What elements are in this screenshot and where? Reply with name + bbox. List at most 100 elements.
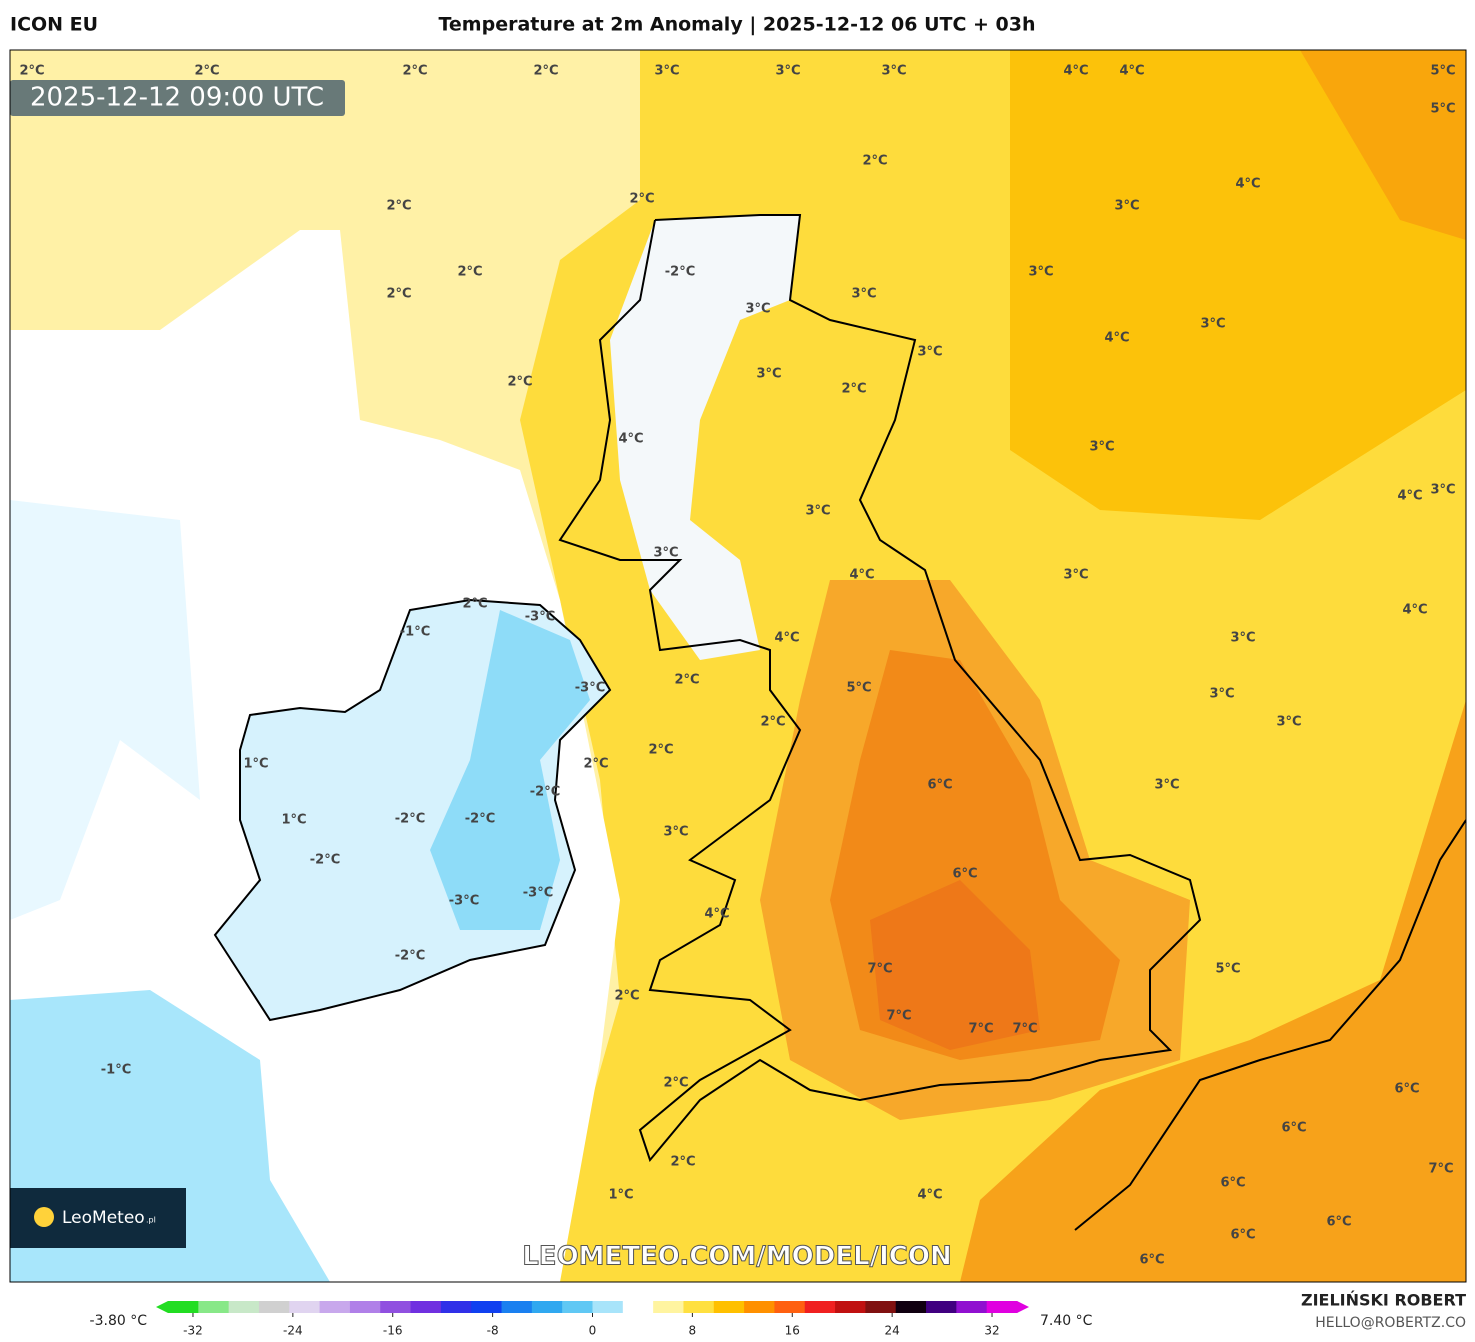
colorbar-swatch: [744, 1301, 775, 1313]
contour-label: 2°C: [648, 743, 673, 758]
valid-time: 2025-12-12 09:00 UTC: [30, 83, 324, 113]
contour-label: 7°C: [867, 962, 892, 977]
britain-core: [870, 880, 1040, 1050]
contour-label: 4°C: [704, 907, 729, 922]
contour-label: 2°C: [19, 64, 44, 79]
colorbar-swatch: [592, 1301, 624, 1313]
contour-label: 5°C: [846, 681, 871, 696]
scotland-white: [610, 215, 800, 660]
colorbar-tick-label: -32: [183, 1324, 203, 1338]
colorbar-swatch: [258, 1301, 290, 1313]
colorbar-arrow-low: [156, 1301, 168, 1313]
contour-label: 6°C: [952, 867, 977, 882]
contour-label: 3°C: [1154, 778, 1179, 793]
colorbar-swatch: [501, 1301, 533, 1313]
colorbar-swatch: [440, 1301, 472, 1313]
colorbar-tick-label: 0: [589, 1324, 597, 1338]
contour-label: 3°C: [1063, 568, 1088, 583]
colorbar: -32 -24 -16 -8 0 8 16 24 32: [156, 1301, 1029, 1338]
contour-label: 2°C: [862, 154, 887, 169]
contour-label: 2°C: [670, 1155, 695, 1170]
contour-label: 4°C: [774, 631, 799, 646]
author: ZIELIŃSKI ROBERT: [1301, 1291, 1466, 1310]
colorbar-swatch: [926, 1301, 957, 1313]
contour-label: 7°C: [968, 1022, 993, 1037]
contour-label: 6°C: [1220, 1176, 1245, 1191]
colorbar-swatch: [410, 1301, 442, 1313]
map: 2°C 2°C 2°C 2°C 3°C 3°C 3°C 4°C 4°C 5°C 5°C 2°C 4°C 2…: [10, 50, 1466, 1282]
contour-label: 3°C: [881, 64, 906, 79]
contour-label: 3°C: [1114, 199, 1139, 214]
colorbar-swatch: [895, 1301, 927, 1313]
contour-label: 2°C: [629, 192, 654, 207]
colorbar-swatch: [198, 1301, 230, 1313]
colorbar-swatch: [622, 1301, 654, 1313]
contour-label: 4°C: [1119, 64, 1144, 79]
contour-label: 7°C: [1428, 1162, 1453, 1177]
colorbar-swatch: [319, 1301, 351, 1313]
contour-label: 3°C: [1028, 265, 1053, 280]
colorbar-swatch: [653, 1301, 684, 1313]
contour-label: -3°C: [575, 681, 605, 696]
contour-label: 2°C: [507, 375, 532, 390]
contour-label: 1°C: [281, 813, 306, 828]
contour-label: 4°C: [849, 568, 874, 583]
contour-label: 6°C: [927, 778, 952, 793]
contour-label: 3°C: [756, 367, 781, 382]
contour-label: 2°C: [386, 287, 411, 302]
model-name: ICON EU: [10, 14, 98, 36]
contour-label: 4°C: [1397, 489, 1422, 504]
contour-label: 2°C: [760, 715, 785, 730]
contour-label: 3°C: [745, 302, 770, 317]
contour-label: -2°C: [665, 265, 695, 280]
colorbar-swatch: [380, 1301, 412, 1313]
contour-label: 3°C: [1276, 715, 1301, 730]
contour-label: -2°C: [395, 812, 425, 827]
colorbar-swatch: [168, 1301, 199, 1313]
light-blue-zone: [10, 500, 200, 920]
contour-label: 6°C: [1139, 1253, 1164, 1268]
colorbar-swatch: [956, 1301, 988, 1313]
contour-label: 3°C: [775, 64, 800, 79]
contour-label: 3°C: [1200, 317, 1225, 332]
contour-label: 4°C: [1063, 64, 1088, 79]
contour-label: 3°C: [653, 546, 678, 561]
colorbar-swatch: [289, 1301, 321, 1313]
colorbar-tick-label: 8: [689, 1324, 697, 1338]
contour-label: 4°C: [1402, 603, 1427, 618]
colorbar-tick-label: -8: [487, 1324, 499, 1338]
colorbar-swatch: [986, 1301, 1018, 1313]
contour-label: 5°C: [1430, 102, 1455, 117]
contour-label: 2°C: [583, 757, 608, 772]
contour-label: 2°C: [386, 199, 411, 214]
colorbar-tick-label: 16: [785, 1324, 800, 1338]
contour-label: 3°C: [851, 287, 876, 302]
colorbar-tick-label: -16: [383, 1324, 403, 1338]
contour-label: 4°C: [917, 1188, 942, 1203]
contour-label: 3°C: [917, 345, 942, 360]
contour-label: 4°C: [1235, 177, 1260, 192]
contour-label: 2°C: [457, 265, 482, 280]
map-frame: [9, 49, 1467, 1283]
colorbar-swatch: [471, 1301, 503, 1313]
contour-label: 2°C: [614, 989, 639, 1004]
contour-label: 3°C: [1089, 440, 1114, 455]
colorbar-swatch: [683, 1301, 715, 1313]
contour-label: -2°C: [530, 785, 560, 800]
colorbar-tick-label: -24: [283, 1324, 303, 1338]
colorbar-swatch: [562, 1301, 593, 1313]
contour-label: 6°C: [1230, 1228, 1255, 1243]
colorbar-swatch: [531, 1301, 563, 1313]
colorbar-arrow-high: [1017, 1301, 1029, 1313]
colorbar-swatch: [228, 1301, 260, 1313]
contour-label: 4°C: [1104, 331, 1129, 346]
map-title: Temperature at 2m Anomaly | 2025-12-12 0…: [438, 14, 1035, 36]
contour-label: 3°C: [1430, 483, 1455, 498]
contour-label: 2°C: [533, 64, 558, 79]
logo-sun: [34, 1207, 54, 1227]
colorbar-swatch: [349, 1301, 381, 1313]
contour-label: 2°C: [841, 382, 866, 397]
contour-label: 4°C: [618, 432, 643, 447]
